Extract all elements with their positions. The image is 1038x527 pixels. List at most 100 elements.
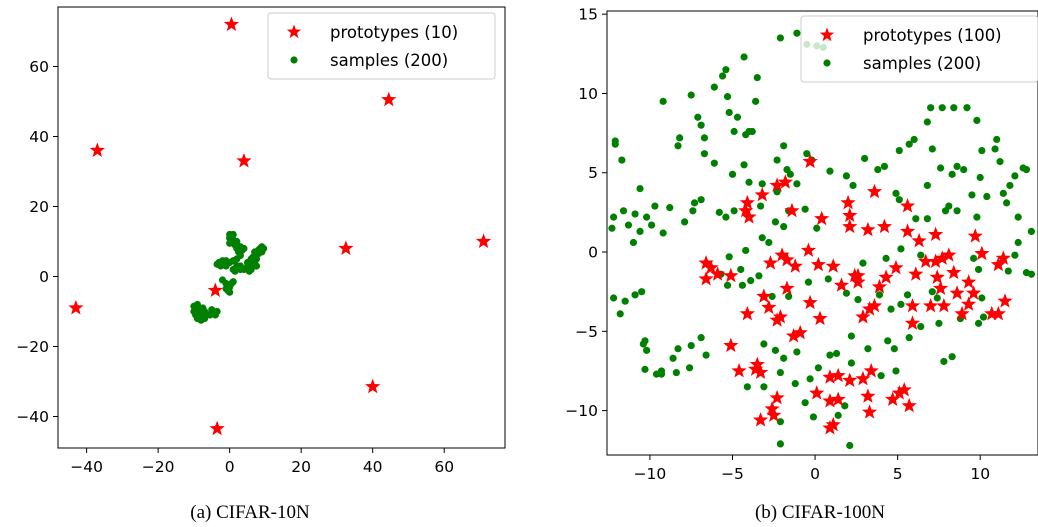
prototype-point (866, 297, 883, 313)
sample-point (846, 441, 854, 450)
y-tick-label: 40 (29, 128, 49, 146)
prototype-point (810, 256, 826, 272)
sample-point (697, 196, 705, 204)
prototype-point (861, 404, 878, 419)
legend-box (267, 12, 496, 80)
sample-point (694, 113, 702, 121)
sample-point (791, 380, 799, 388)
sample-point (897, 300, 905, 308)
prototype-point (762, 255, 779, 270)
sample-point (619, 207, 628, 215)
x-tick-label: −20 (142, 458, 175, 476)
prototype-point (731, 362, 747, 378)
prototype-point (703, 259, 719, 275)
prototype-point (871, 278, 888, 294)
prototype-point (748, 361, 764, 376)
sample-point (611, 140, 619, 148)
sample-point (197, 311, 205, 319)
prototype-point (338, 240, 354, 255)
prototype-point (830, 367, 846, 383)
prototype-point (899, 198, 916, 213)
sample-point (875, 291, 884, 299)
sample-point (960, 165, 968, 174)
prototype-point (876, 218, 893, 234)
prototype-point (698, 270, 714, 286)
prototype-point (904, 297, 921, 313)
y-tick-label: −20 (16, 338, 49, 356)
sample-point (1022, 165, 1031, 174)
sample-point (760, 340, 768, 348)
sample-point (722, 213, 730, 221)
sample-point (859, 259, 867, 267)
prototype-point (698, 255, 714, 270)
sample-point (217, 262, 225, 270)
sample-point (631, 210, 639, 218)
prototype-point (967, 228, 983, 243)
sample-point (983, 192, 991, 201)
prototype-point (754, 186, 770, 202)
sample-point (953, 162, 961, 170)
prototype-point (779, 280, 795, 295)
sample-point (776, 440, 784, 448)
sample-point (643, 213, 651, 221)
x-tick-label: −10 (634, 465, 667, 483)
sample-point (697, 334, 705, 342)
x-tick-label: −40 (70, 458, 103, 476)
sample-point (923, 215, 931, 223)
prototype-point (779, 251, 795, 267)
sample-point (978, 146, 986, 155)
prototype-point (833, 277, 850, 292)
prototype-point (896, 381, 912, 397)
sample-point (874, 165, 882, 174)
legend-star-icon (286, 24, 302, 39)
sample-point (725, 253, 733, 261)
legend-star-icon (819, 27, 835, 42)
sample-point (730, 207, 738, 215)
prototype-point (784, 202, 800, 218)
prototype-point (830, 391, 846, 406)
sample-point (1027, 270, 1035, 278)
sample-point (697, 121, 705, 129)
prototype-point (936, 297, 952, 313)
sample-point (1027, 227, 1035, 236)
sample-point (905, 334, 913, 342)
sample-point (974, 265, 983, 274)
prototype-point (761, 299, 777, 314)
prototype-point (941, 247, 957, 262)
sample-point (935, 319, 943, 327)
sample-point (950, 104, 958, 112)
sample-point (841, 402, 849, 410)
sample-point (903, 291, 912, 299)
prototype-point (223, 16, 240, 31)
sample-point (927, 104, 935, 112)
sample-point (666, 204, 674, 212)
prototype-point (825, 258, 841, 273)
sample-point (912, 215, 920, 223)
sample-point (743, 383, 751, 391)
prototype-point (772, 309, 788, 324)
prototype-point (911, 232, 927, 248)
prototype-point (855, 309, 871, 324)
prototype-point (878, 269, 894, 284)
prototype-point (769, 177, 785, 192)
prototype-point (891, 385, 907, 400)
legend-label-samples: samples (200) (863, 54, 981, 73)
sample-point (240, 244, 248, 253)
legend-dot-icon (823, 59, 831, 67)
sample-point (847, 359, 856, 367)
sample-point (806, 375, 814, 383)
prototype-point (899, 223, 916, 238)
sample-point (723, 93, 732, 101)
prototype-point (739, 194, 755, 210)
sample-point (905, 140, 913, 148)
sample-point (963, 104, 971, 112)
prototype-point (809, 385, 825, 400)
sample-point (785, 292, 793, 301)
prototype-point (475, 233, 492, 248)
sample-point (651, 202, 659, 210)
sample-point (771, 218, 780, 226)
sample-point (652, 370, 661, 378)
sample-point (776, 34, 784, 42)
prototype-point (825, 416, 841, 432)
prototype-point (840, 194, 856, 210)
